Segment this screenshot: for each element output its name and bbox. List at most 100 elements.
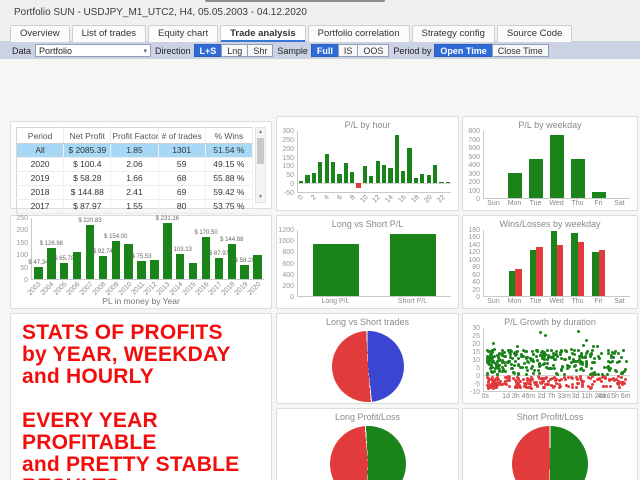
plot-area	[297, 230, 451, 297]
scatter-point	[528, 383, 532, 387]
bar	[445, 182, 450, 184]
table-row-2018[interactable]: 2018 $ 144.88 2.41 69 59.42 %	[16, 185, 254, 200]
y-axis: 30 25 20 15 10 5 0 -5 -10	[465, 325, 483, 396]
scatter-point	[513, 372, 517, 376]
scrollbar-thumb[interactable]	[257, 138, 264, 164]
scatter-point	[539, 331, 543, 335]
annotation-line: PROFITABLE	[22, 431, 157, 454]
tab-list-of-trades[interactable]: List of trades	[71, 25, 146, 42]
panel-pl-growth-by-duration: P/L Growth by duration 30 25 20 15 10 5 0 -5 -10 0…	[462, 313, 638, 404]
scatter-point	[621, 381, 624, 385]
tab-strategy-config[interactable]: Strategy config	[411, 25, 495, 42]
cell: All	[16, 143, 65, 158]
sample-is-button[interactable]: IS	[337, 44, 359, 57]
sample-full-button[interactable]: Full	[310, 44, 339, 57]
scatter-point	[542, 351, 546, 355]
scatter-point	[491, 359, 495, 363]
scatter-point	[533, 383, 537, 387]
bar-value-label: $ 170.50	[194, 230, 218, 237]
scatter-point	[512, 370, 516, 374]
y-tick-label: 400	[468, 162, 480, 169]
scatter-point	[554, 382, 558, 386]
x-tick-label: Thu	[571, 298, 584, 305]
scroll-down-icon[interactable]: ▼	[258, 194, 263, 200]
bar	[201, 237, 211, 279]
table-row-all[interactable]: All $ 2085.39 1.85 1301 51.54 %	[16, 143, 254, 158]
table-row-2017[interactable]: 2017 $ 87.97 1.55 80 53.75 %	[16, 199, 254, 214]
scatter-point	[515, 383, 519, 387]
tab-overview[interactable]: Overview	[10, 25, 70, 42]
cell: 59	[158, 157, 206, 172]
y-tick-label: 0	[24, 277, 28, 284]
cell: $ 58.28	[63, 171, 112, 186]
x-tick-label: 8	[348, 194, 357, 202]
chart-title: P/L by hour	[344, 120, 391, 130]
period-open-time-button[interactable]: Open Time	[434, 44, 493, 57]
y-axis: 250 200 150 100 50 0	[13, 215, 31, 284]
scatter-point	[576, 381, 580, 385]
table-row-2019[interactable]: 2019 $ 58.28 1.66 68 55.88 %	[16, 171, 254, 186]
x-tick-label: Wed	[549, 200, 564, 207]
direction-l-s-button[interactable]: L+S	[193, 44, 223, 57]
bar	[570, 158, 585, 198]
bar	[137, 260, 146, 279]
y-tick-label: 1200	[278, 227, 294, 234]
bar-value-label: $ 75.53	[131, 253, 152, 260]
table-scrollbar[interactable]: ▲ ▼	[255, 127, 266, 203]
scatter-point	[563, 358, 567, 362]
scatter-point	[518, 385, 522, 389]
scatter-point	[603, 366, 607, 370]
annotation-line: RESULTS	[22, 476, 271, 480]
scatter-point	[600, 380, 604, 384]
tab-portfolio-correlation[interactable]: Portfolio correlation	[307, 25, 410, 42]
direction-lng-button[interactable]: Lng	[221, 44, 249, 57]
scatter-point	[495, 380, 499, 384]
y-tick-label: 100	[468, 187, 480, 195]
scatter-point	[571, 377, 575, 381]
y-tick-label: 100	[468, 256, 480, 264]
bar-value-label: $ 154.00	[104, 234, 128, 241]
scatter-point	[495, 365, 499, 369]
tab-trade-analysis[interactable]: Trade analysis	[220, 25, 306, 42]
scroll-up-icon[interactable]: ▲	[258, 129, 263, 135]
sample-oos-button[interactable]: OOS	[357, 44, 390, 57]
scatter-point	[502, 360, 506, 364]
scatter-point	[553, 352, 557, 356]
scatter-point	[578, 357, 582, 361]
cell: 2.06	[110, 157, 159, 172]
scatter-point	[517, 383, 521, 387]
period-close-time-button[interactable]: Close Time	[491, 44, 549, 57]
bar	[343, 163, 348, 184]
bar	[299, 180, 304, 184]
scatter-point	[593, 360, 597, 364]
bar	[375, 160, 380, 184]
scatter-point	[613, 350, 617, 354]
scatter-point	[621, 382, 625, 386]
scatter-point	[584, 351, 588, 355]
pie-chart-short-profit-loss: Short Profit/Loss	[463, 409, 637, 480]
scatter-point	[526, 361, 530, 365]
x-tick-label: Thu	[571, 200, 584, 207]
scatter-point	[503, 351, 507, 355]
scatter-point	[496, 377, 500, 381]
x-axis: Sun Mon Tue Wed Thu Fri Sat	[483, 199, 630, 209]
table-row-2020[interactable]: 2020 $ 100.4 2.06 59 49.15 %	[16, 157, 254, 172]
data-portfolio-select[interactable]: Portfolio ▾	[35, 44, 152, 57]
scatter-point	[560, 367, 564, 371]
selected-data-value: Portfolio	[39, 45, 73, 56]
direction-group: L+S Lng Shr	[193, 44, 274, 57]
scatter-point	[571, 382, 575, 386]
scatter-point	[501, 351, 505, 355]
y-tick-label: 200	[16, 227, 28, 235]
bar-chart-pl-by-hour: P/L by hour 300 250 200 150 100 50 0 -50 0 2 4 6 8 10 1…	[277, 117, 458, 210]
scatter-point	[553, 376, 557, 380]
scatter-point	[509, 353, 513, 357]
scatter-point	[486, 355, 490, 359]
tab-equity-chart[interactable]: Equity chart	[147, 25, 219, 42]
scatter-point	[490, 348, 494, 352]
scatter-point	[622, 369, 626, 373]
y-tick-label: 300	[282, 128, 294, 135]
tab-source-code[interactable]: Source Code	[496, 25, 573, 42]
scatter-point	[623, 377, 627, 381]
direction-shr-button[interactable]: Shr	[247, 44, 274, 57]
